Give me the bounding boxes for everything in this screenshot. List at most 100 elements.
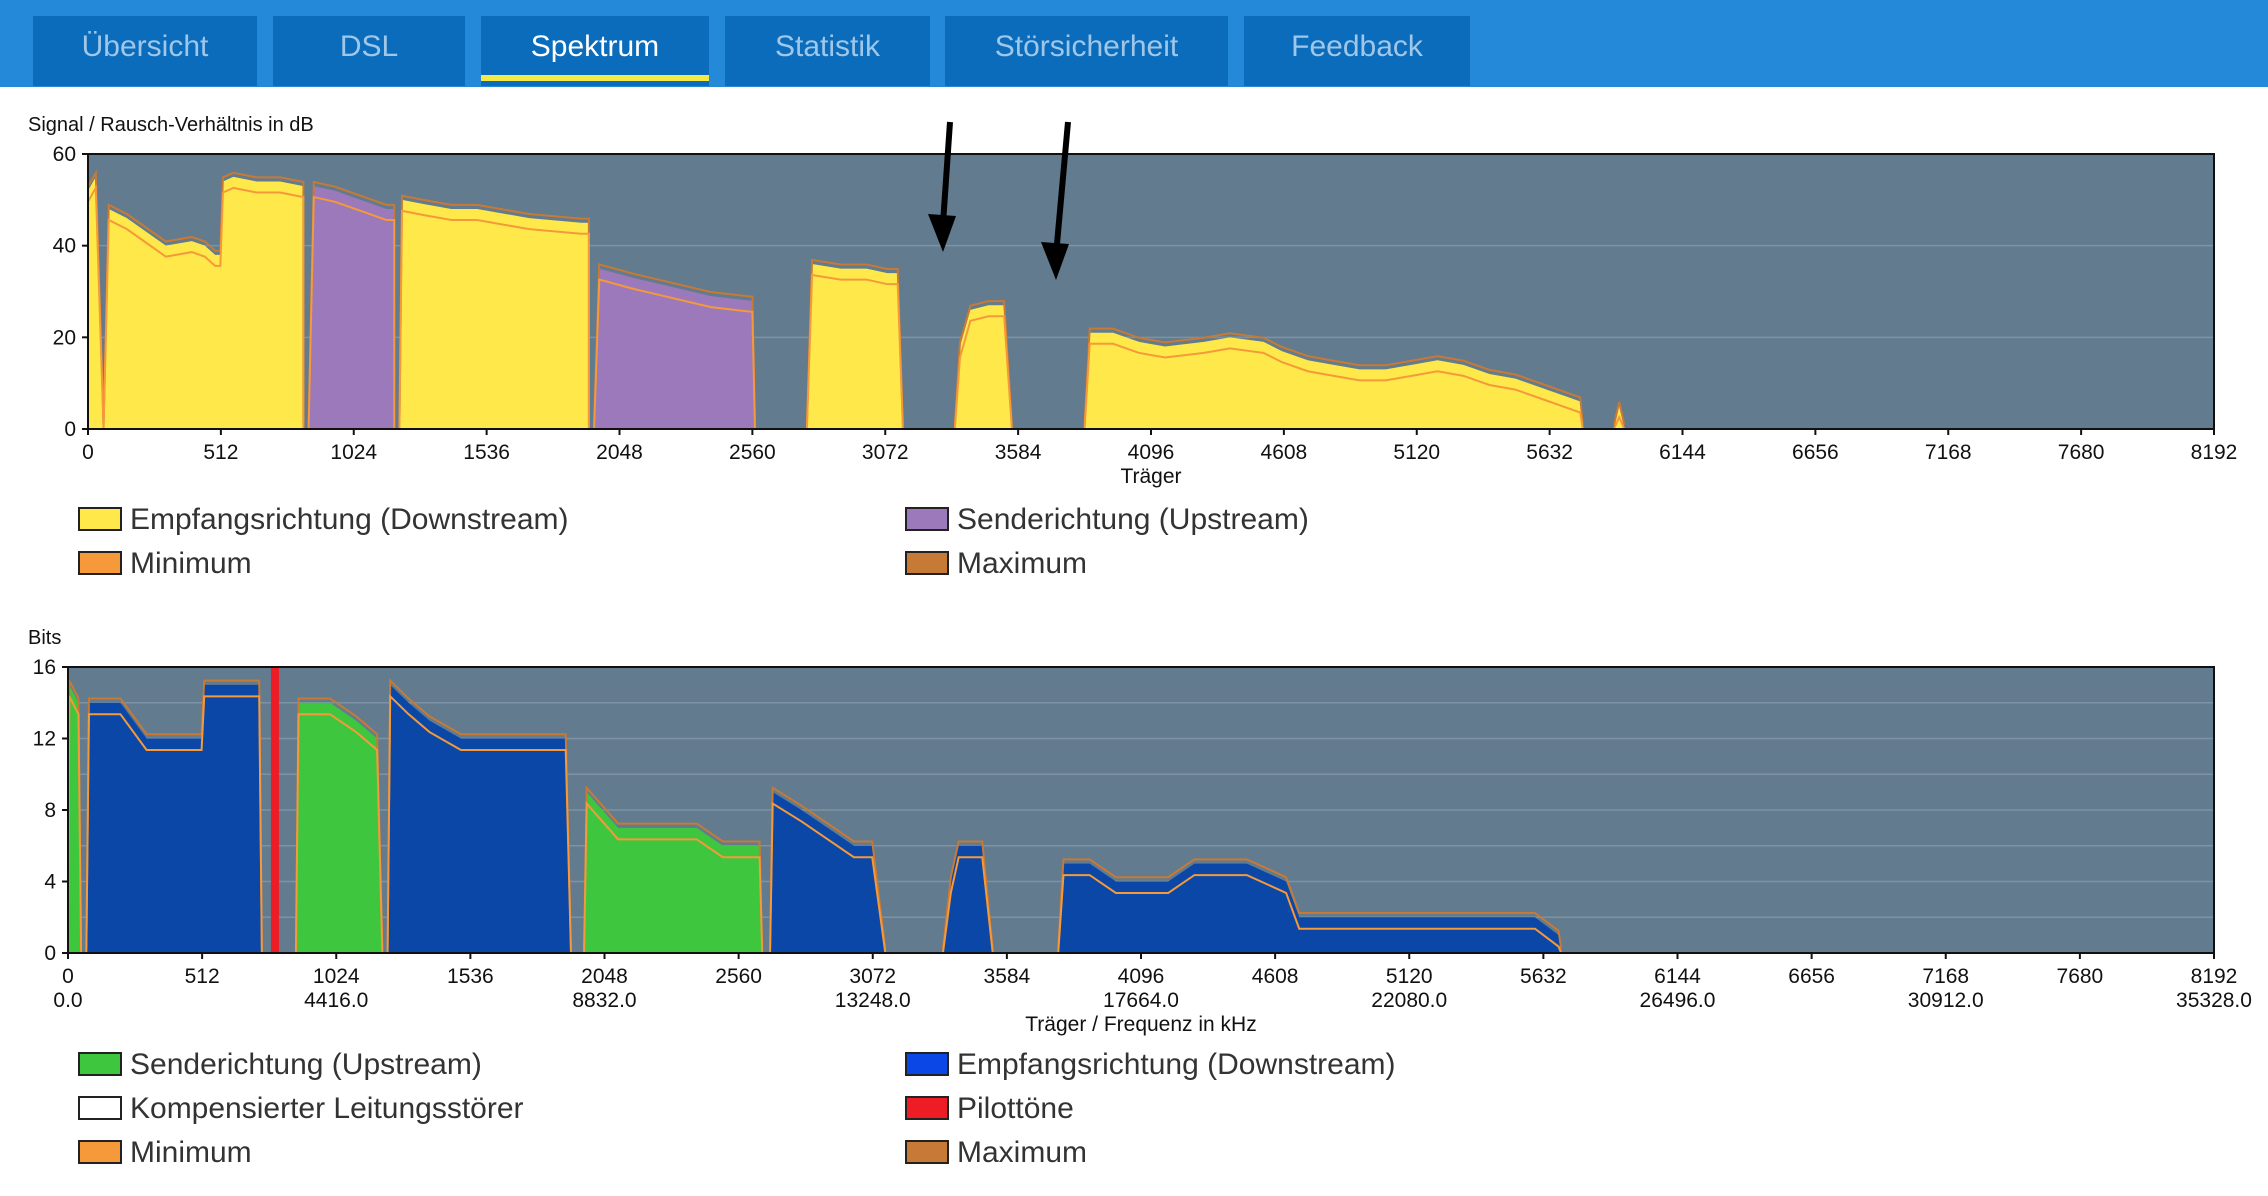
xtick-label: 3584 xyxy=(995,441,1042,464)
maximum-line xyxy=(85,679,263,949)
xtick-label: 4096 xyxy=(1118,965,1165,988)
xtick-label: 5632 xyxy=(1526,441,1573,464)
maximum-line xyxy=(307,180,396,425)
tab-spektrum[interactable]: Spektrum xyxy=(481,16,709,86)
series-area xyxy=(1084,332,1583,429)
xtick-label: 2560 xyxy=(715,965,762,988)
bits-minimum-swatch xyxy=(78,1140,122,1165)
xtick-label: 7168 xyxy=(1925,441,1972,464)
downstream-swatch xyxy=(78,507,122,532)
minimum-line xyxy=(294,713,384,954)
maximum-line xyxy=(593,263,756,425)
legend-item-bits-maximum: Maximum xyxy=(905,1135,1087,1171)
minimum-line xyxy=(583,800,764,954)
xtick-label: 7680 xyxy=(2058,441,2105,464)
ytick-label: 0 xyxy=(44,942,56,965)
bits-chart: 0 4 8 12 16 0 512 1024 1536 2048 2560 3072 3584 4096 4… xyxy=(33,656,2252,1036)
ytick-label: 20 xyxy=(53,326,76,349)
tab-statistik[interactable]: Statistik xyxy=(725,16,930,86)
maximum-line xyxy=(1083,327,1584,425)
xtick-label: 512 xyxy=(185,965,220,988)
xtick-label: 7680 xyxy=(2057,965,2104,988)
series-area xyxy=(399,199,589,429)
pilot-tone xyxy=(270,667,279,953)
xtick-label-frequency: 13248.0 xyxy=(835,989,911,1012)
xtick-label: 5632 xyxy=(1520,965,1567,988)
legend-item-maximum: Maximum xyxy=(905,546,1087,582)
legend-label: Pilottöne xyxy=(957,1092,1074,1125)
series-area xyxy=(387,684,571,953)
xtick-label: 0 xyxy=(82,441,94,464)
series-area xyxy=(103,176,304,429)
xtick-label: 3072 xyxy=(849,965,896,988)
bits-chart-ylabel: Bits xyxy=(28,627,62,649)
legend-item-bits-minimum: Minimum xyxy=(78,1135,252,1171)
tab-bar: Übersicht DSL Spektrum Statistik Störsic… xyxy=(0,0,2268,87)
legend-label: Maximum xyxy=(957,547,1088,580)
legend-label: Minimum xyxy=(130,1136,252,1169)
snr-chart: 0 20 40 60 0 512 1024 1536 2048 2560 3072 3584 4096 4… xyxy=(53,121,2237,488)
ytick-label: 0 xyxy=(64,418,76,441)
bits-downstream-swatch xyxy=(905,1052,949,1077)
upstream-swatch xyxy=(905,507,949,532)
minimum-line xyxy=(87,184,105,430)
xtick-label: 1024 xyxy=(330,441,377,464)
xtick-label-frequency: 4416.0 xyxy=(304,989,368,1012)
annotation-arrow-head xyxy=(928,214,956,252)
minimum-line xyxy=(307,195,396,430)
xtick-label: 4608 xyxy=(1252,965,1299,988)
minimum-line xyxy=(386,693,572,954)
legend-label: Senderichtung (Upstream) xyxy=(130,1048,482,1081)
minimum-line xyxy=(953,315,1013,430)
xtick-label: 1536 xyxy=(463,441,510,464)
maximum-line xyxy=(1613,401,1626,426)
tab-dsl[interactable]: DSL xyxy=(273,16,465,86)
tab-uebersicht[interactable]: Übersicht xyxy=(33,16,257,86)
minimum-line xyxy=(102,186,305,430)
xtick-label: 4096 xyxy=(1128,441,1175,464)
minimum-line xyxy=(805,273,904,430)
ytick-label: 60 xyxy=(53,143,76,166)
minimum-line xyxy=(398,209,590,430)
minimum-line xyxy=(85,695,263,954)
xtick-label-frequency: 35328.0 xyxy=(2176,989,2252,1012)
legend-label: Kompensierter Leitungsstörer xyxy=(130,1092,524,1125)
maximum-line xyxy=(398,194,590,425)
tab-stoersicherheit[interactable]: Störsicherheit xyxy=(945,16,1228,86)
x-axis-label: Träger xyxy=(1120,465,1181,488)
series-area xyxy=(770,792,886,953)
xtick-label: 3584 xyxy=(984,965,1031,988)
x-axis-label: Träger / Frequenz in kHz xyxy=(1025,1013,1256,1036)
minimum-line xyxy=(593,278,756,430)
series-area xyxy=(1058,863,1562,953)
xtick-label: 6144 xyxy=(1659,441,1706,464)
minimum-line xyxy=(1083,342,1584,430)
xtick-label: 6656 xyxy=(1788,965,1835,988)
series-area xyxy=(308,186,395,429)
legend-label: Senderichtung (Upstream) xyxy=(957,503,1309,536)
ytick-label: 40 xyxy=(53,235,76,258)
annotation-arrow-head xyxy=(1041,242,1069,280)
annotation-arrow-shaft xyxy=(1052,121,1071,267)
legend-label: Empfangsrichtung (Downstream) xyxy=(130,503,569,536)
maximum-line xyxy=(941,840,994,949)
series-area xyxy=(295,702,383,953)
xtick-label-frequency: 26496.0 xyxy=(1640,989,1716,1012)
xtick-label-frequency: 0.0 xyxy=(53,989,82,1012)
legend-item-compensated: Kompensierter Leitungsstörer xyxy=(78,1091,524,1127)
series-area xyxy=(594,268,755,429)
ytick-label: 12 xyxy=(33,728,56,751)
snr-chart-ylabel: Signal / Rausch-Verhältnis in dB xyxy=(28,114,314,136)
maximum-line xyxy=(769,786,887,949)
pilot-swatch xyxy=(905,1096,949,1121)
legend-item-minimum: Minimum xyxy=(78,546,252,582)
xtick-label-frequency: 30912.0 xyxy=(1908,989,1984,1012)
tab-feedback[interactable]: Feedback xyxy=(1244,16,1470,86)
maximum-line xyxy=(386,678,572,949)
xtick-label: 8192 xyxy=(2191,965,2238,988)
series-area xyxy=(584,792,763,953)
series-area xyxy=(806,264,903,429)
xtick-label: 1024 xyxy=(313,965,360,988)
xtick-label: 1536 xyxy=(447,965,494,988)
legend-item-downstream: Empfangsrichtung (Downstream) xyxy=(78,502,569,538)
